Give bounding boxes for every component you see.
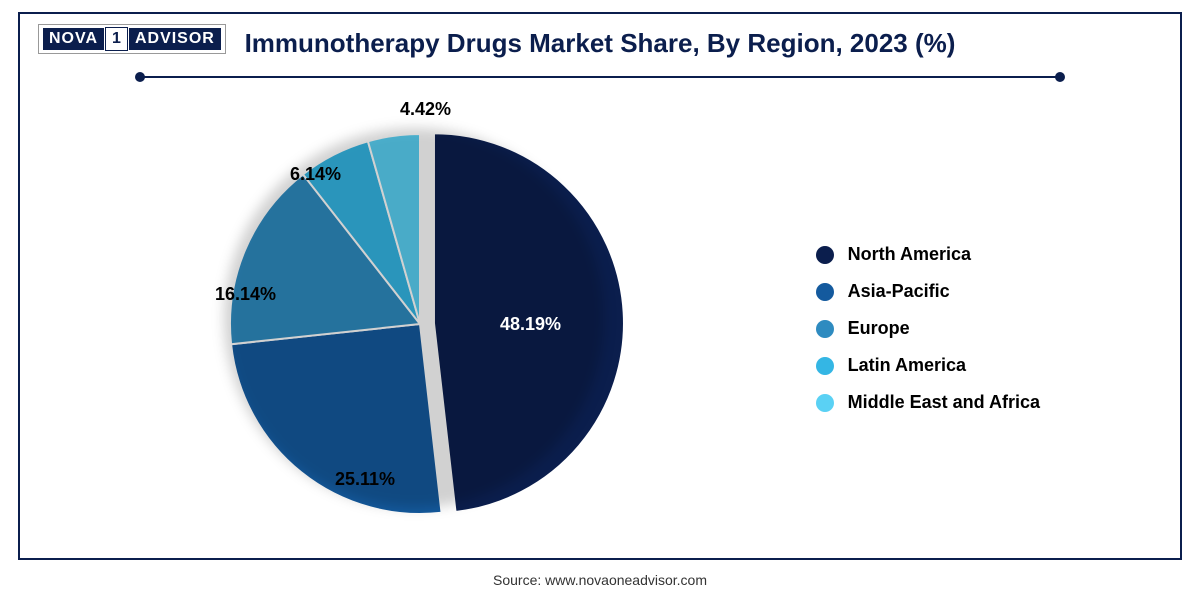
legend-swatch: [816, 320, 834, 338]
legend-item: Middle East and Africa: [816, 392, 1040, 413]
slice-label: 6.14%: [290, 164, 341, 185]
chart-frame: NOVA 1 ADVISOR Immunotherapy Drugs Marke…: [18, 12, 1182, 560]
legend-swatch: [816, 246, 834, 264]
slice-label: 16.14%: [215, 284, 276, 305]
source-text: Source: www.novaoneadvisor.com: [0, 572, 1200, 588]
legend-item: North America: [816, 244, 1040, 265]
legend-label: Latin America: [848, 355, 966, 376]
slice-label: 25.11%: [335, 469, 395, 490]
slice-label: 48.19%: [500, 314, 561, 335]
legend-swatch: [816, 394, 834, 412]
title-divider: [140, 76, 1060, 78]
legend-swatch: [816, 283, 834, 301]
legend-label: Asia-Pacific: [848, 281, 950, 302]
legend-label: Europe: [848, 318, 910, 339]
chart-title: Immunotherapy Drugs Market Share, By Reg…: [20, 28, 1180, 59]
legend-item: Europe: [816, 318, 1040, 339]
legend-label: Middle East and Africa: [848, 392, 1040, 413]
legend-swatch: [816, 357, 834, 375]
pie-chart: 48.19%25.11%16.14%6.14%4.42%: [200, 104, 600, 504]
legend-item: Asia-Pacific: [816, 281, 1040, 302]
slice-label: 4.42%: [400, 99, 451, 120]
legend: North America Asia-Pacific Europe Latin Ame…: [816, 244, 1040, 413]
chart-area: 48.19% 25.11% 16.14% 6.14% 4.42% North Ameri…: [20, 94, 1180, 558]
legend-label: North America: [848, 244, 971, 265]
legend-item: Latin America: [816, 355, 1040, 376]
